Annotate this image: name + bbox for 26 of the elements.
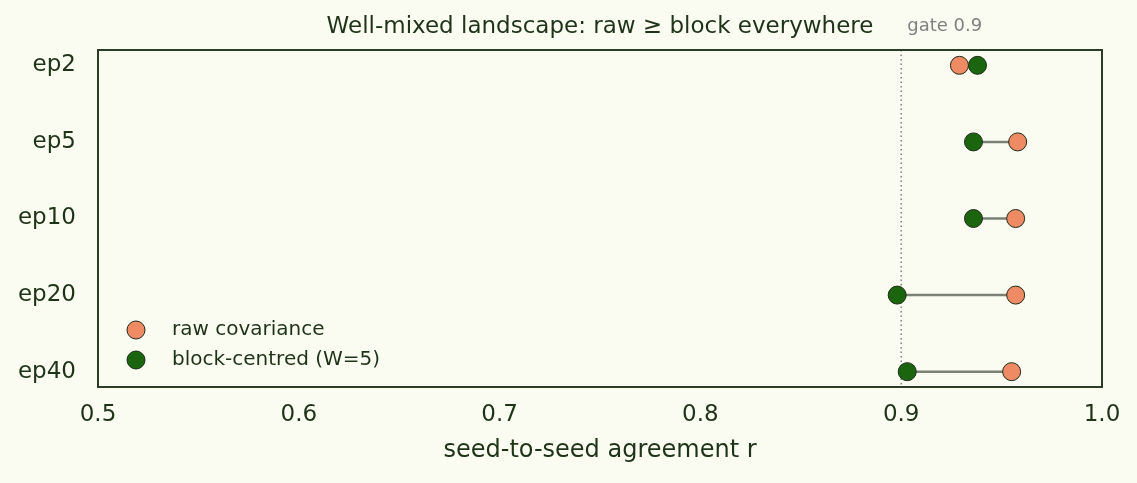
y-tick-label: ep10 xyxy=(17,203,76,230)
point xyxy=(1002,362,1022,382)
point xyxy=(1006,285,1026,305)
point xyxy=(897,362,917,382)
point xyxy=(887,285,907,305)
point xyxy=(1006,209,1026,228)
x-tick-label: 0.7 xyxy=(481,399,518,426)
legend-label: raw covariance xyxy=(172,316,325,341)
x-tick-label: 0.5 xyxy=(79,399,117,426)
y-tick-label: ep20 xyxy=(17,280,76,307)
point xyxy=(963,132,983,152)
point xyxy=(968,55,987,75)
legend-label: block-centred (W=5) xyxy=(172,346,381,371)
x-tick-label: 0.6 xyxy=(280,399,318,426)
point xyxy=(963,209,983,228)
point xyxy=(1008,132,1028,152)
x-tick-label: 0.8 xyxy=(682,399,719,426)
y-tick-label: ep2 xyxy=(32,50,76,77)
ref-line-label: gate 0.9 xyxy=(907,13,983,35)
point xyxy=(949,55,969,75)
x-tick-label: 0.9 xyxy=(882,399,920,426)
y-tick-label: ep40 xyxy=(17,356,76,383)
x-axis-title: seed-to-seed agreement r xyxy=(443,434,757,463)
x-tick-label: 1.0 xyxy=(1083,399,1121,426)
y-tick-label: ep5 xyxy=(32,126,76,153)
chart-title: Well-mixed landscape: raw ≥ block everywhere xyxy=(326,11,874,38)
